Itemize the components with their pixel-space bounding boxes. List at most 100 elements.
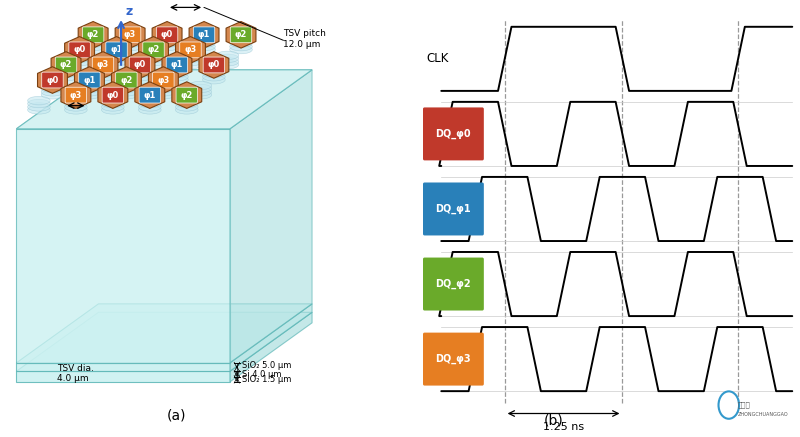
Ellipse shape <box>82 36 105 45</box>
Text: φ0: φ0 <box>46 76 58 84</box>
Polygon shape <box>162 52 192 78</box>
Polygon shape <box>138 37 169 63</box>
Ellipse shape <box>78 88 101 96</box>
Polygon shape <box>125 52 155 78</box>
FancyBboxPatch shape <box>116 72 137 88</box>
Text: φ3: φ3 <box>184 45 197 54</box>
Text: φ0: φ0 <box>208 60 220 69</box>
Ellipse shape <box>142 54 165 62</box>
Text: TSV dia.: TSV dia. <box>58 364 94 373</box>
Polygon shape <box>61 82 91 108</box>
Ellipse shape <box>189 90 212 99</box>
Ellipse shape <box>138 99 161 108</box>
Ellipse shape <box>179 58 202 66</box>
Ellipse shape <box>189 88 212 96</box>
Polygon shape <box>98 82 128 108</box>
Text: (b): (b) <box>543 413 563 427</box>
Ellipse shape <box>92 73 114 81</box>
Ellipse shape <box>202 76 225 84</box>
Text: φ2: φ2 <box>87 30 99 39</box>
Ellipse shape <box>92 66 114 75</box>
Ellipse shape <box>142 60 165 69</box>
Ellipse shape <box>78 84 101 93</box>
Text: φ3: φ3 <box>124 30 136 39</box>
Text: DQ_φ0: DQ_φ0 <box>435 129 471 139</box>
Ellipse shape <box>115 84 138 93</box>
Ellipse shape <box>115 90 138 99</box>
Ellipse shape <box>28 106 50 114</box>
Ellipse shape <box>216 54 238 62</box>
Ellipse shape <box>193 42 215 51</box>
Text: φ0: φ0 <box>106 90 119 100</box>
Ellipse shape <box>119 36 142 45</box>
Text: φ2: φ2 <box>147 45 160 54</box>
Ellipse shape <box>92 76 114 84</box>
Polygon shape <box>230 312 312 382</box>
Ellipse shape <box>179 60 202 69</box>
Ellipse shape <box>54 76 78 84</box>
Ellipse shape <box>102 99 124 108</box>
Ellipse shape <box>152 88 174 96</box>
Ellipse shape <box>82 42 105 51</box>
FancyBboxPatch shape <box>230 27 252 43</box>
Ellipse shape <box>119 39 142 48</box>
Ellipse shape <box>216 60 238 69</box>
Ellipse shape <box>230 39 252 48</box>
Ellipse shape <box>92 69 114 78</box>
Ellipse shape <box>175 106 198 114</box>
Ellipse shape <box>156 45 178 54</box>
Ellipse shape <box>142 58 165 66</box>
FancyBboxPatch shape <box>180 42 202 58</box>
Ellipse shape <box>189 84 212 93</box>
Text: φ3: φ3 <box>97 60 109 69</box>
Ellipse shape <box>28 103 50 111</box>
Ellipse shape <box>166 76 188 84</box>
Polygon shape <box>16 363 230 371</box>
Ellipse shape <box>65 97 87 105</box>
Ellipse shape <box>202 73 225 81</box>
Ellipse shape <box>54 66 78 75</box>
Ellipse shape <box>119 45 142 54</box>
Ellipse shape <box>175 103 198 111</box>
Ellipse shape <box>156 39 178 48</box>
Polygon shape <box>230 304 312 371</box>
Ellipse shape <box>156 42 178 51</box>
Text: φ1: φ1 <box>198 30 210 39</box>
Text: 4.0 μm: 4.0 μm <box>58 374 89 383</box>
FancyBboxPatch shape <box>42 72 63 88</box>
Polygon shape <box>74 67 104 94</box>
Ellipse shape <box>106 54 128 62</box>
FancyBboxPatch shape <box>142 42 164 58</box>
Polygon shape <box>149 67 178 94</box>
Ellipse shape <box>202 69 225 78</box>
Ellipse shape <box>138 103 161 111</box>
FancyBboxPatch shape <box>423 183 484 236</box>
Ellipse shape <box>102 103 124 111</box>
FancyBboxPatch shape <box>106 42 127 58</box>
Ellipse shape <box>115 88 138 96</box>
Text: (a): (a) <box>166 409 186 423</box>
FancyBboxPatch shape <box>82 27 104 43</box>
Ellipse shape <box>68 60 91 69</box>
FancyBboxPatch shape <box>194 27 214 43</box>
Ellipse shape <box>152 81 174 90</box>
Ellipse shape <box>152 84 174 93</box>
Polygon shape <box>115 21 145 48</box>
Ellipse shape <box>179 51 202 59</box>
Ellipse shape <box>41 90 64 99</box>
Ellipse shape <box>193 45 215 54</box>
Text: TSV pitch: TSV pitch <box>283 29 326 38</box>
Ellipse shape <box>142 51 165 59</box>
Polygon shape <box>111 67 142 94</box>
Ellipse shape <box>175 99 198 108</box>
Polygon shape <box>16 70 312 129</box>
Polygon shape <box>16 304 312 363</box>
FancyBboxPatch shape <box>92 57 114 73</box>
Ellipse shape <box>68 51 91 59</box>
Polygon shape <box>175 37 206 63</box>
Ellipse shape <box>179 54 202 62</box>
FancyBboxPatch shape <box>166 57 188 73</box>
Ellipse shape <box>193 39 215 48</box>
Polygon shape <box>152 21 182 48</box>
Ellipse shape <box>82 39 105 48</box>
